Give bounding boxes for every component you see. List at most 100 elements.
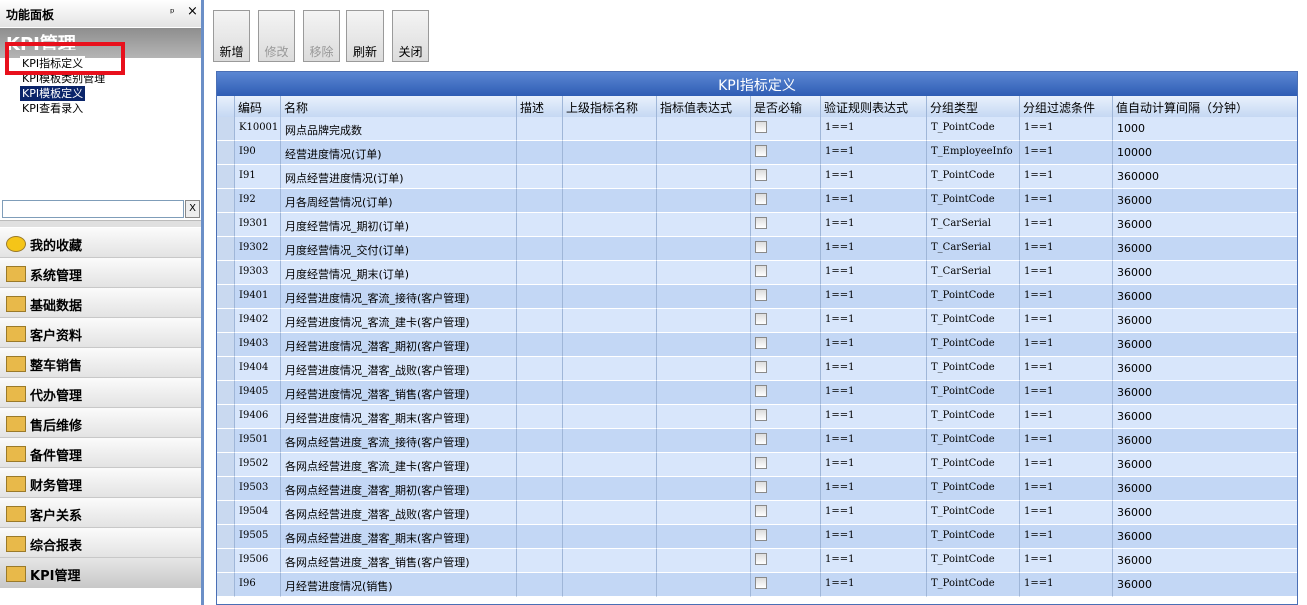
nav-item[interactable]: 备件管理 <box>0 438 201 468</box>
row-selector[interactable] <box>217 381 235 405</box>
checkbox[interactable] <box>755 121 767 133</box>
nav-item[interactable]: 售后维修 <box>0 408 201 438</box>
grid-cell[interactable]: I91 <box>235 165 281 189</box>
grid-cell[interactable]: 月各周经营情况(订单) <box>281 189 517 213</box>
checkbox[interactable] <box>755 337 767 349</box>
grid-cell[interactable]: 网点经营进度情况(订单) <box>281 165 517 189</box>
row-selector[interactable] <box>217 189 235 213</box>
grid-cell[interactable]: 各网点经营进度_潜客_期末(客户管理) <box>281 525 517 549</box>
checkbox[interactable] <box>755 265 767 277</box>
toolbar-button[interactable]: 修改 <box>258 10 295 62</box>
grid-cell[interactable]: 各网点经营进度_客流_接待(客户管理) <box>281 429 517 453</box>
grid-cell[interactable]: 月经营进度情况_潜客_战败(客户管理) <box>281 357 517 381</box>
nav-item[interactable]: 代办管理 <box>0 378 201 408</box>
grid-cell[interactable]: 各网点经营进度_潜客_销售(客户管理) <box>281 549 517 573</box>
grid-cell[interactable]: I9506 <box>235 549 281 573</box>
row-selector[interactable] <box>217 333 235 357</box>
column-header[interactable]: 值自动计算间隔（分钟） <box>1113 96 1297 117</box>
grid-cell[interactable]: I9501 <box>235 429 281 453</box>
grid-cell[interactable]: I90 <box>235 141 281 165</box>
nav-item[interactable]: 客户资料 <box>0 318 201 348</box>
checkbox[interactable] <box>755 457 767 469</box>
row-selector[interactable] <box>217 213 235 237</box>
tree-item[interactable]: KPI模板定义 <box>20 86 86 101</box>
search-clear-button[interactable]: X <box>185 200 200 218</box>
grid-cell[interactable]: I9404 <box>235 357 281 381</box>
nav-item[interactable]: 客户关系 <box>0 498 201 528</box>
nav-item[interactable]: KPI管理 <box>0 558 201 588</box>
grid-cell[interactable]: 经营进度情况(订单) <box>281 141 517 165</box>
grid-cell[interactable]: I92 <box>235 189 281 213</box>
checkbox[interactable] <box>755 217 767 229</box>
pin-button[interactable]: ᵖ <box>170 6 175 19</box>
column-header[interactable]: 名称 <box>281 96 517 117</box>
nav-item[interactable]: 财务管理 <box>0 468 201 498</box>
checkbox[interactable] <box>755 361 767 373</box>
column-header[interactable]: 上级指标名称 <box>563 96 657 117</box>
checkbox[interactable] <box>755 433 767 445</box>
column-header[interactable]: 描述 <box>517 96 563 117</box>
row-selector[interactable] <box>217 549 235 573</box>
grid-cell[interactable]: I9406 <box>235 405 281 429</box>
checkbox[interactable] <box>755 313 767 325</box>
grid-cell[interactable]: I9301 <box>235 213 281 237</box>
column-header[interactable]: 分组过滤条件 <box>1020 96 1113 117</box>
checkbox[interactable] <box>755 241 767 253</box>
checkbox[interactable] <box>755 145 767 157</box>
row-selector[interactable] <box>217 453 235 477</box>
checkbox[interactable] <box>755 553 767 565</box>
grid-cell[interactable]: 月经营进度情况_潜客_期初(客户管理) <box>281 333 517 357</box>
grid-cell[interactable]: 月经营进度情况_客流_建卡(客户管理) <box>281 309 517 333</box>
grid-cell[interactable]: 月经营进度情况_潜客_期末(客户管理) <box>281 405 517 429</box>
nav-item[interactable]: 综合报表 <box>0 528 201 558</box>
row-selector[interactable] <box>217 357 235 381</box>
grid-cell[interactable]: 月度经营情况_期初(订单) <box>281 213 517 237</box>
grid-cell[interactable]: I96 <box>235 573 281 597</box>
checkbox[interactable] <box>755 505 767 517</box>
row-selector[interactable] <box>217 261 235 285</box>
checkbox[interactable] <box>755 529 767 541</box>
row-selector[interactable] <box>217 141 235 165</box>
tree-item[interactable]: KPI指标定义 <box>20 56 86 71</box>
column-header[interactable]: 指标值表达式 <box>657 96 751 117</box>
checkbox[interactable] <box>755 481 767 493</box>
toolbar-button[interactable]: 刷新 <box>346 10 384 62</box>
checkbox[interactable] <box>755 385 767 397</box>
grid-cell[interactable]: 各网点经营进度_潜客_期初(客户管理) <box>281 477 517 501</box>
toolbar-button[interactable]: 关闭 <box>392 10 429 62</box>
column-header[interactable]: 分组类型 <box>927 96 1020 117</box>
checkbox[interactable] <box>755 409 767 421</box>
row-selector[interactable] <box>217 477 235 501</box>
grid-cell[interactable]: I9401 <box>235 285 281 309</box>
column-header[interactable]: 是否必输 <box>751 96 821 117</box>
nav-item[interactable]: 基础数据 <box>0 288 201 318</box>
grid-cell[interactable]: I9502 <box>235 453 281 477</box>
row-selector[interactable] <box>217 309 235 333</box>
grid-cell[interactable]: K10001 <box>235 117 281 141</box>
grid-cell[interactable]: 月经营进度情况(销售) <box>281 573 517 597</box>
checkbox[interactable] <box>755 577 767 589</box>
toolbar-button[interactable]: 移除 <box>303 10 340 62</box>
row-selector[interactable] <box>217 405 235 429</box>
grid-cell[interactable]: I9402 <box>235 309 281 333</box>
checkbox[interactable] <box>755 193 767 205</box>
grid-cell[interactable]: I9303 <box>235 261 281 285</box>
grid-cell[interactable]: I9405 <box>235 381 281 405</box>
grid-cell[interactable]: 各网点经营进度_潜客_战败(客户管理) <box>281 501 517 525</box>
row-selector[interactable] <box>217 285 235 309</box>
nav-item[interactable]: 整车销售 <box>0 348 201 378</box>
grid-cell[interactable]: 月经营进度情况_潜客_销售(客户管理) <box>281 381 517 405</box>
toolbar-button[interactable]: 新增 <box>213 10 250 62</box>
row-selector[interactable] <box>217 525 235 549</box>
grid-cell[interactable]: 月经营进度情况_客流_接待(客户管理) <box>281 285 517 309</box>
grid-cell[interactable]: I9505 <box>235 525 281 549</box>
tree-item[interactable]: KPI查看录入 <box>20 101 86 116</box>
grid-cell[interactable]: I9302 <box>235 237 281 261</box>
checkbox[interactable] <box>755 169 767 181</box>
grid-cell[interactable]: 月度经营情况_期末(订单) <box>281 261 517 285</box>
grid-cell[interactable]: I9503 <box>235 477 281 501</box>
row-selector[interactable] <box>217 429 235 453</box>
search-box[interactable] <box>2 200 184 218</box>
row-selector[interactable] <box>217 573 235 597</box>
nav-item[interactable]: 系统管理 <box>0 258 201 288</box>
